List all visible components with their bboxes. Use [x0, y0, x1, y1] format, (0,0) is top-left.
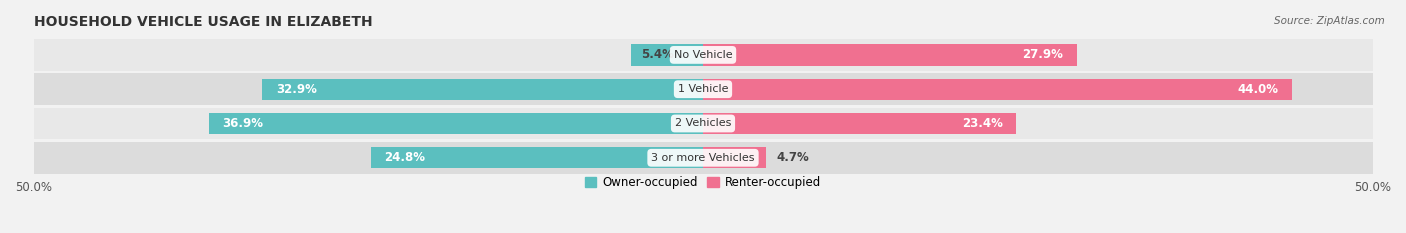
Text: 23.4%: 23.4%: [962, 117, 1002, 130]
Bar: [703, 147, 766, 168]
Text: 24.8%: 24.8%: [384, 151, 426, 164]
Bar: [631, 44, 703, 65]
Text: 3 or more Vehicles: 3 or more Vehicles: [651, 153, 755, 163]
Text: 36.9%: 36.9%: [222, 117, 263, 130]
Bar: [209, 113, 703, 134]
Legend: Owner-occupied, Renter-occupied: Owner-occupied, Renter-occupied: [579, 172, 827, 194]
Text: 27.9%: 27.9%: [1022, 48, 1063, 62]
Bar: [34, 39, 1372, 71]
Text: 32.9%: 32.9%: [276, 83, 316, 96]
Bar: [34, 73, 1372, 105]
Bar: [34, 108, 1372, 139]
Text: HOUSEHOLD VEHICLE USAGE IN ELIZABETH: HOUSEHOLD VEHICLE USAGE IN ELIZABETH: [34, 15, 373, 29]
Text: 1 Vehicle: 1 Vehicle: [678, 84, 728, 94]
Text: 2 Vehicles: 2 Vehicles: [675, 119, 731, 128]
Text: No Vehicle: No Vehicle: [673, 50, 733, 60]
Text: 4.7%: 4.7%: [776, 151, 810, 164]
Bar: [703, 113, 1017, 134]
Bar: [703, 79, 1292, 100]
Bar: [703, 44, 1077, 65]
Text: 5.4%: 5.4%: [641, 48, 675, 62]
Bar: [371, 147, 703, 168]
Bar: [263, 79, 703, 100]
Bar: [34, 142, 1372, 174]
Text: Source: ZipAtlas.com: Source: ZipAtlas.com: [1274, 16, 1385, 26]
Text: 44.0%: 44.0%: [1237, 83, 1279, 96]
